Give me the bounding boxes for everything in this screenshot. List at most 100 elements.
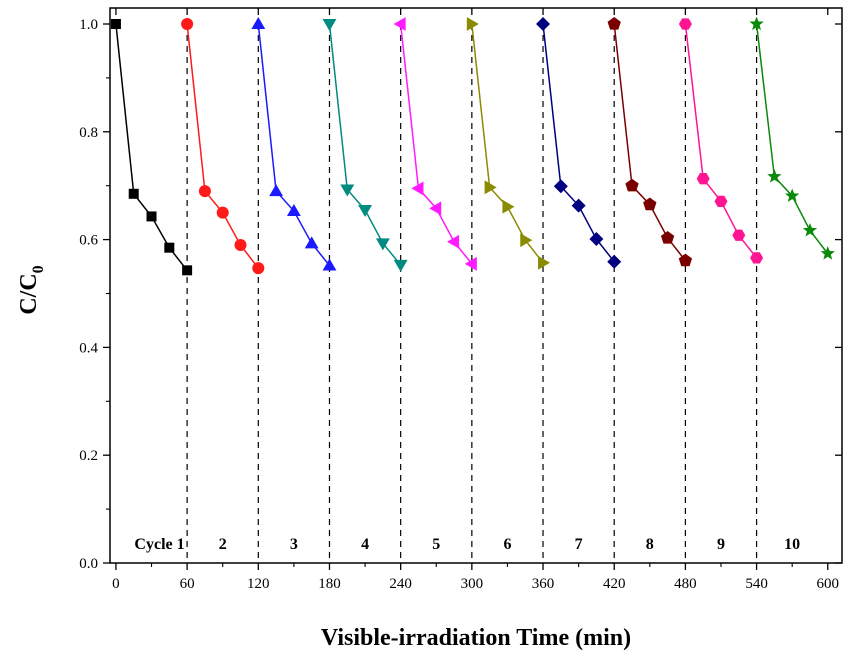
x-tick-label: 540 (745, 576, 768, 592)
data-point (198, 185, 211, 198)
x-tick-label: 120 (247, 576, 270, 592)
data-point (110, 19, 121, 29)
data-point (146, 211, 157, 222)
data-point (749, 16, 764, 31)
data-point (234, 238, 247, 251)
series-line (186, 23, 259, 269)
y-axis-title: C/C0 (16, 265, 47, 314)
x-tick-label: 180 (318, 576, 341, 592)
y-axis-title-main: C/C (16, 273, 42, 314)
series-layer (110, 16, 835, 276)
cycle-label: 6 (503, 536, 511, 553)
y-tick-label: 0.6 (79, 233, 98, 249)
data-point (696, 173, 710, 185)
data-point (375, 238, 390, 251)
data-point (466, 17, 479, 31)
data-point (322, 258, 337, 271)
cycle-divider-layer (186, 24, 758, 563)
data-point (286, 204, 301, 217)
y-tick-label: 0.4 (79, 340, 98, 356)
data-point (607, 254, 622, 269)
data-point (820, 246, 835, 260)
series-line (684, 23, 758, 259)
data-point (732, 229, 746, 241)
x-tick-label: 60 (180, 576, 195, 592)
series-cycle-10 (749, 16, 835, 260)
cycle-label: 9 (717, 536, 725, 553)
data-point (553, 179, 568, 194)
series-line (542, 23, 615, 263)
data-point (358, 204, 372, 217)
cycle-label: 10 (784, 536, 800, 553)
series-cycle-2 (181, 18, 265, 275)
x-tick-label: 0 (112, 576, 120, 592)
series-cycle-8 (607, 17, 693, 267)
x-tick-label: 480 (674, 576, 697, 592)
series-line (115, 23, 188, 271)
data-point (128, 188, 139, 199)
data-point (660, 230, 675, 244)
data-point (252, 262, 265, 275)
series-cycle-4 (322, 19, 408, 272)
y-tick-label: 0.8 (79, 125, 98, 141)
series-cycle-5 (393, 17, 477, 271)
cycle-label: 2 (219, 536, 227, 553)
x-tick-label: 420 (603, 576, 626, 592)
series-line (257, 23, 331, 266)
y-tick-label: 1.0 (79, 17, 98, 33)
cycle-labels: Cycle 1 2 3 4 5 6 7 8 9 10 (134, 536, 800, 553)
data-point (464, 256, 477, 271)
cycle-label: 5 (432, 536, 440, 553)
series-line (613, 23, 686, 262)
cycle-label: 8 (646, 536, 654, 553)
data-point (643, 197, 657, 211)
plot-frame (109, 7, 843, 564)
x-tick-label: 360 (532, 576, 555, 592)
series-cycle-7 (536, 17, 622, 269)
x-tick-label: 300 (461, 576, 484, 592)
data-point (182, 265, 193, 276)
data-point (322, 19, 337, 31)
data-point (589, 232, 604, 247)
data-point (216, 206, 229, 219)
data-point (502, 199, 515, 214)
series-cycle-9 (678, 18, 764, 264)
series-line (328, 23, 402, 266)
y-tick-label: 0.2 (79, 448, 98, 464)
cycle-label: Cycle 1 (134, 536, 184, 553)
data-point (607, 17, 621, 30)
cycle-label: 3 (290, 536, 298, 553)
series-line (399, 23, 473, 265)
data-point (520, 233, 533, 248)
data-point (538, 255, 551, 270)
data-point (802, 222, 818, 237)
data-point (164, 242, 175, 253)
data-point (750, 252, 764, 264)
data-point (678, 253, 693, 267)
data-point (785, 188, 800, 203)
series-cycle-1 (110, 19, 193, 276)
series-cycle-6 (466, 17, 551, 270)
series-cycle-3 (251, 17, 337, 271)
cycle-label: 4 (361, 536, 369, 553)
data-point (181, 18, 194, 30)
data-point (447, 234, 460, 249)
data-point (625, 178, 639, 192)
series-line (471, 23, 544, 264)
data-point (429, 201, 442, 216)
data-point (393, 17, 406, 31)
data-point (678, 18, 692, 30)
x-tick-label: 600 (817, 576, 840, 592)
data-point (393, 259, 408, 272)
cycle-label: 7 (575, 536, 583, 553)
x-tick-label: 240 (389, 576, 412, 592)
data-point (411, 181, 424, 196)
data-point (571, 198, 586, 213)
axis-ticks: 0 60 120 180 240 300 360 420 480 540 600 0.0 0.2 0.4 0… (79, 8, 842, 592)
data-point (484, 180, 497, 195)
data-point (536, 17, 551, 31)
y-tick-label: 0.0 (79, 556, 98, 572)
data-point (340, 184, 355, 197)
data-point (251, 17, 266, 29)
